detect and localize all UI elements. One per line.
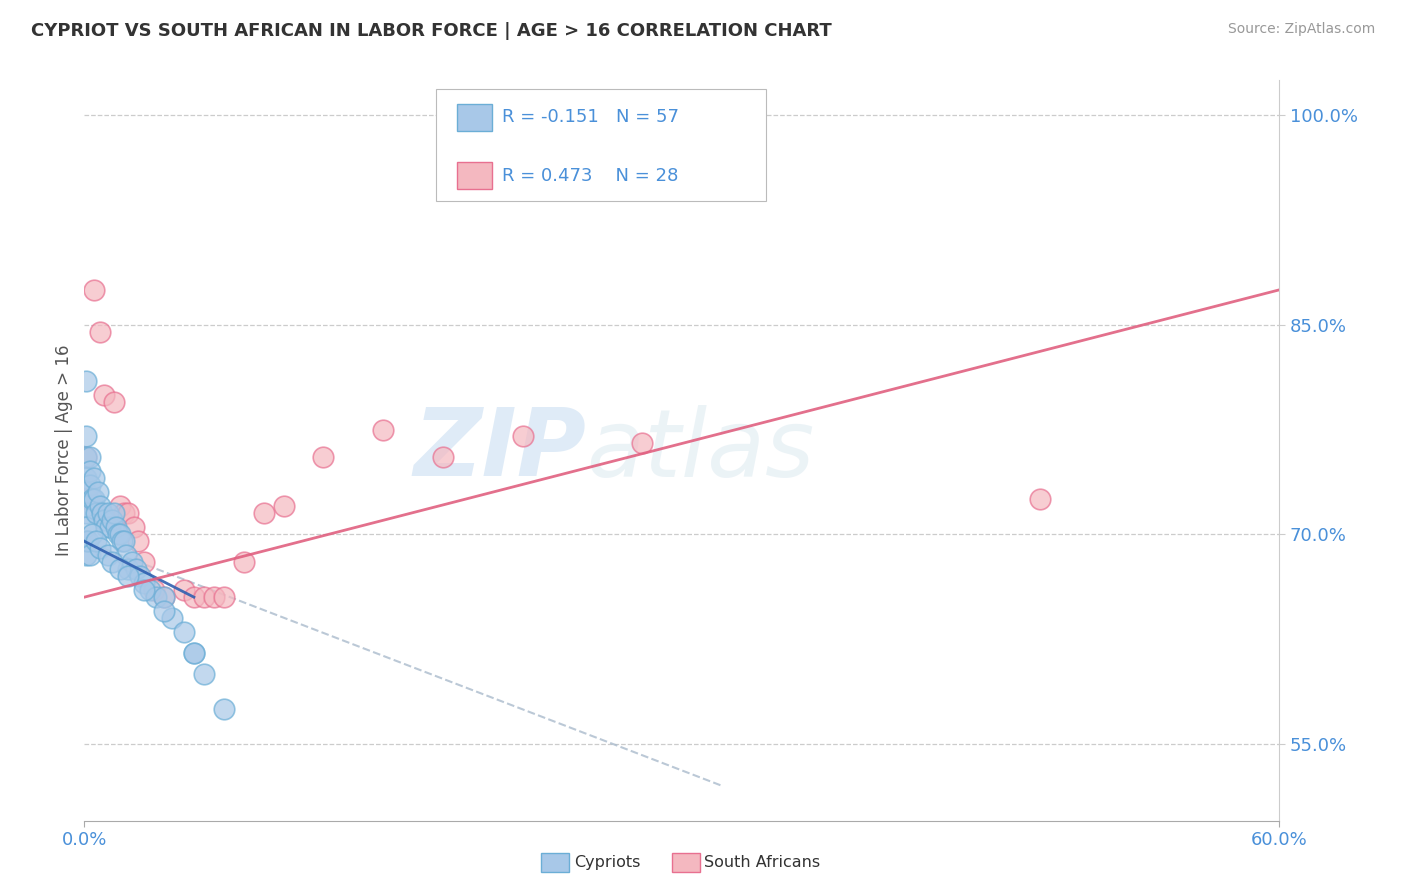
Point: [153, 604, 176, 618]
Text: ZIP: ZIP: [413, 404, 586, 497]
Point: [75, 548, 97, 562]
Point: [79, 478, 101, 492]
Point: [183, 590, 205, 604]
Point: [75, 450, 97, 465]
Point: [101, 513, 124, 527]
Point: [512, 429, 534, 443]
Point: [86, 534, 108, 549]
Point: [93, 387, 115, 401]
Point: [117, 506, 139, 520]
Point: [89, 541, 111, 556]
Point: [75, 429, 97, 443]
Text: Cypriots: Cypriots: [574, 855, 640, 870]
Point: [153, 590, 176, 604]
Point: [96, 520, 118, 534]
Point: [110, 527, 132, 541]
Point: [83, 492, 105, 507]
Point: [193, 667, 215, 681]
Point: [117, 569, 139, 583]
Point: [103, 506, 125, 520]
Point: [139, 583, 162, 598]
Point: [75, 471, 97, 485]
Point: [183, 646, 205, 660]
Point: [110, 562, 132, 576]
Point: [173, 625, 195, 640]
Point: [77, 534, 100, 549]
Point: [75, 500, 97, 514]
Point: [160, 611, 183, 625]
Point: [110, 500, 132, 514]
Point: [212, 702, 235, 716]
Point: [107, 527, 129, 541]
Point: [75, 450, 97, 465]
Point: [75, 506, 97, 520]
Text: Source: ZipAtlas.com: Source: ZipAtlas.com: [1227, 22, 1375, 37]
Point: [127, 534, 149, 549]
Point: [79, 450, 101, 465]
Point: [117, 562, 139, 576]
Point: [75, 485, 97, 500]
Point: [273, 500, 295, 514]
Point: [312, 450, 335, 465]
Point: [103, 394, 125, 409]
Text: atlas: atlas: [586, 405, 814, 496]
Point: [82, 492, 104, 507]
Point: [79, 548, 101, 562]
Point: [232, 555, 254, 569]
Point: [153, 590, 176, 604]
Y-axis label: In Labor Force | Age > 16: In Labor Force | Age > 16: [55, 344, 73, 557]
Text: South Africans: South Africans: [704, 855, 821, 870]
Point: [143, 583, 166, 598]
Point: [89, 500, 111, 514]
Point: [97, 506, 120, 520]
Point: [212, 590, 235, 604]
Point: [105, 520, 128, 534]
Point: [145, 590, 167, 604]
Point: [83, 471, 105, 485]
Point: [193, 590, 215, 604]
Point: [89, 325, 111, 339]
Point: [111, 534, 134, 549]
Point: [82, 527, 104, 541]
Point: [183, 646, 205, 660]
Point: [122, 520, 145, 534]
Point: [373, 423, 395, 437]
Point: [83, 283, 105, 297]
Point: [253, 506, 276, 520]
Point: [75, 374, 97, 388]
Point: [98, 520, 121, 534]
Point: [432, 450, 454, 465]
Point: [202, 590, 225, 604]
Point: [101, 555, 124, 569]
Point: [97, 548, 120, 562]
Point: [121, 555, 143, 569]
Point: [112, 506, 135, 520]
Point: [93, 513, 115, 527]
Point: [79, 464, 101, 478]
Point: [132, 576, 156, 591]
Point: [125, 562, 148, 576]
Text: R = 0.473    N = 28: R = 0.473 N = 28: [502, 167, 678, 185]
Point: [132, 555, 156, 569]
Text: CYPRIOT VS SOUTH AFRICAN IN LABOR FORCE | AGE > 16 CORRELATION CHART: CYPRIOT VS SOUTH AFRICAN IN LABOR FORCE …: [31, 22, 832, 40]
Point: [87, 485, 110, 500]
Point: [77, 492, 100, 507]
Point: [1029, 492, 1052, 507]
Point: [75, 534, 97, 549]
Point: [112, 534, 135, 549]
Point: [173, 583, 195, 598]
Point: [75, 520, 97, 534]
Point: [91, 506, 114, 520]
Point: [129, 569, 152, 583]
Point: [115, 548, 138, 562]
Text: R = -0.151   N = 57: R = -0.151 N = 57: [502, 108, 679, 126]
Point: [86, 506, 108, 520]
Point: [631, 436, 654, 450]
Point: [132, 583, 156, 598]
